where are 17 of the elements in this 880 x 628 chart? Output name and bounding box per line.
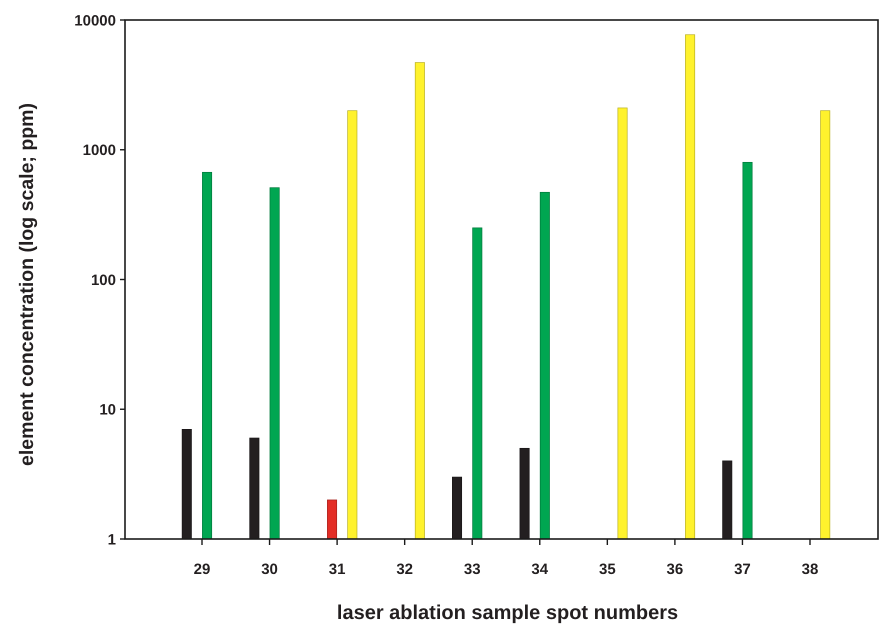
y-tick-label: 10000 xyxy=(74,12,116,30)
x-tick-label: 38 xyxy=(802,561,818,578)
x-axis-title: laser ablation sample spot numbers xyxy=(336,602,678,624)
y-tick-label: 100 xyxy=(90,272,116,289)
x-tick-label: 31 xyxy=(328,561,346,578)
x-tick-label: 37 xyxy=(734,561,751,578)
y-tick-label: 10 xyxy=(99,402,116,418)
y-tick-label: 1 xyxy=(108,531,116,548)
x-tick-label: 29 xyxy=(194,561,210,578)
y-tick-label: 1000 xyxy=(82,142,116,159)
x-tick-label: 30 xyxy=(261,561,278,578)
x-tick-label: 32 xyxy=(396,561,414,578)
x-tick-label: 36 xyxy=(666,561,684,578)
x-tick-label: 34 xyxy=(531,561,549,578)
y-axis-title: element concentration (log scale; ppm) xyxy=(16,103,38,466)
x-tick-label: 33 xyxy=(464,561,481,578)
x-tick-label: 35 xyxy=(598,561,616,578)
